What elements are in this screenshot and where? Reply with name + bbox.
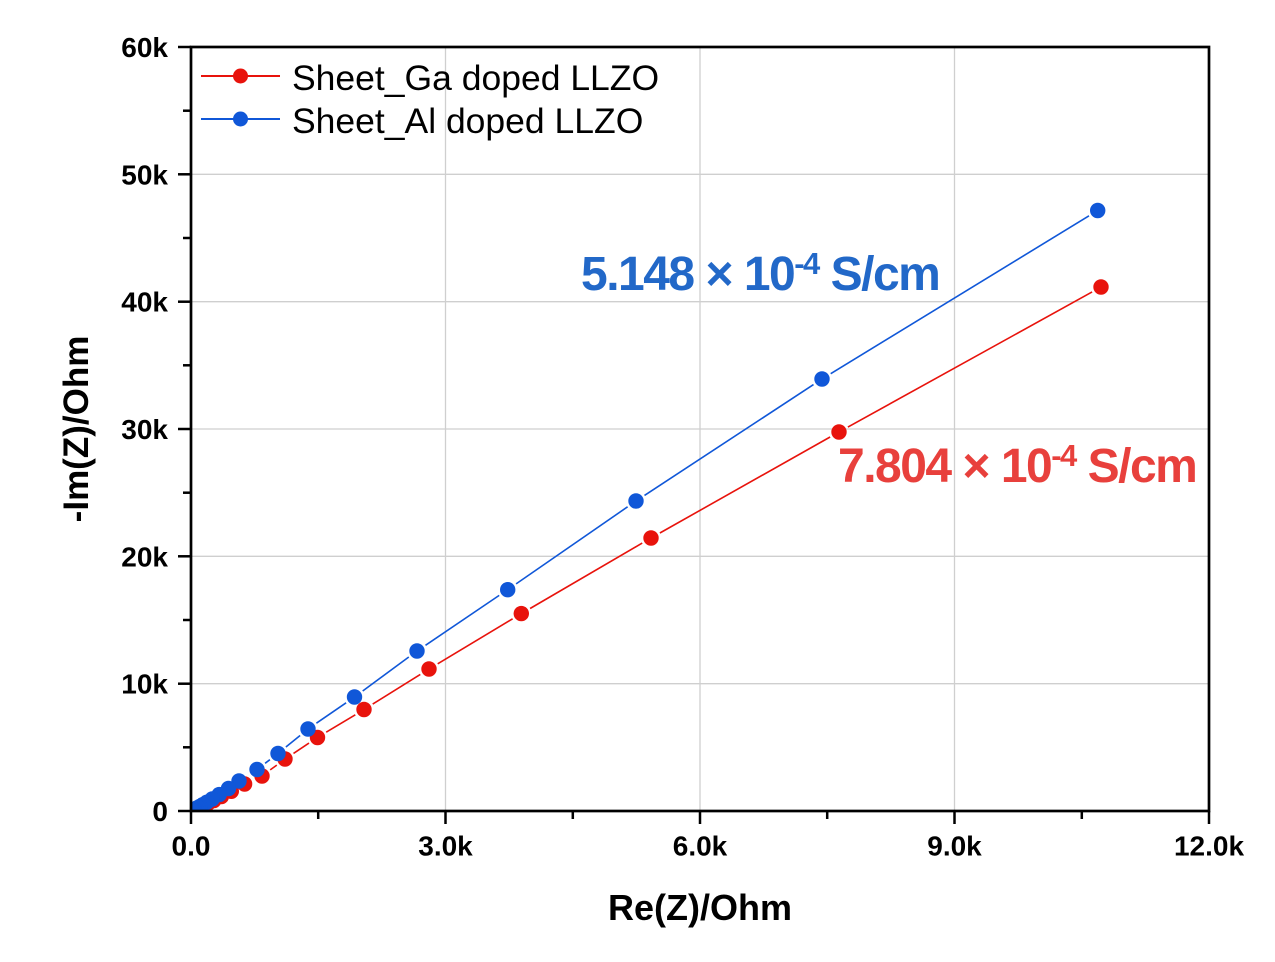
- svg-text:12.0k: 12.0k: [1174, 831, 1244, 862]
- svg-text:0: 0: [152, 796, 168, 827]
- svg-text:Re(Z)/Ohm: Re(Z)/Ohm: [608, 887, 792, 928]
- svg-text:20k: 20k: [121, 541, 168, 572]
- svg-text:30k: 30k: [121, 414, 168, 445]
- svg-text:5.148 × 10-4 S/cm: 5.148 × 10-4 S/cm: [581, 246, 939, 301]
- svg-text:7.804 × 10-4 S/cm: 7.804 × 10-4 S/cm: [838, 438, 1196, 493]
- svg-text:-Im(Z)/Ohm: -Im(Z)/Ohm: [57, 336, 96, 523]
- svg-text:50k: 50k: [121, 159, 168, 190]
- svg-text:6.0k: 6.0k: [673, 831, 728, 862]
- svg-text:0.0: 0.0: [172, 831, 211, 862]
- svg-text:9.0k: 9.0k: [927, 831, 982, 862]
- svg-text:Sheet_Al doped LLZO: Sheet_Al doped LLZO: [292, 101, 643, 141]
- svg-text:10k: 10k: [121, 669, 168, 700]
- svg-text:60k: 60k: [121, 32, 168, 63]
- svg-text:3.0k: 3.0k: [418, 831, 473, 862]
- svg-text:40k: 40k: [121, 287, 168, 318]
- svg-text:Sheet_Ga doped LLZO: Sheet_Ga doped LLZO: [292, 58, 659, 98]
